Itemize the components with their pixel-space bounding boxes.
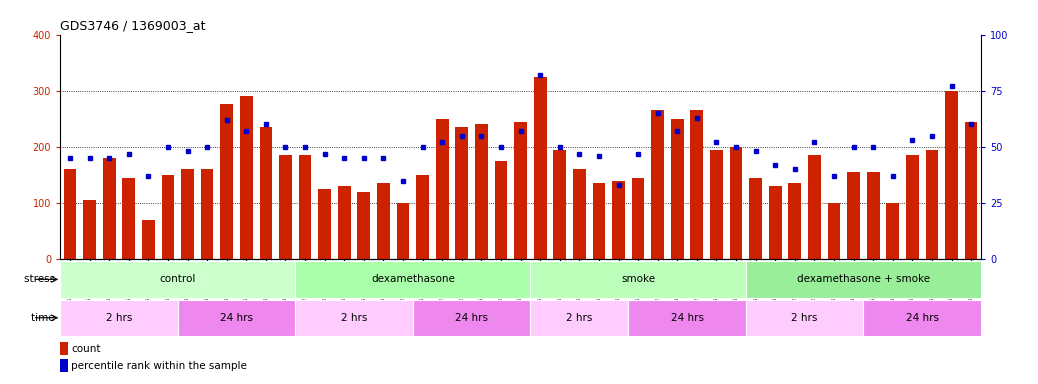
Bar xyxy=(60,342,67,355)
Bar xyxy=(436,119,448,259)
Bar xyxy=(475,124,488,259)
Bar xyxy=(530,261,746,298)
Bar xyxy=(671,119,684,259)
Bar xyxy=(397,203,409,259)
Bar xyxy=(295,261,530,298)
Bar xyxy=(730,147,742,259)
Bar xyxy=(746,261,981,298)
Bar xyxy=(83,200,95,259)
Bar xyxy=(612,180,625,259)
Bar xyxy=(789,184,801,259)
Text: 24 hrs: 24 hrs xyxy=(455,313,488,323)
Bar xyxy=(162,175,174,259)
Bar xyxy=(494,161,508,259)
Bar xyxy=(60,261,295,298)
Bar xyxy=(651,110,664,259)
Text: GDS3746 / 1369003_at: GDS3746 / 1369003_at xyxy=(60,19,206,32)
Text: 2 hrs: 2 hrs xyxy=(791,313,818,323)
Bar xyxy=(200,169,214,259)
Bar xyxy=(847,172,859,259)
Text: stress: stress xyxy=(24,274,58,285)
Bar xyxy=(357,192,371,259)
Bar xyxy=(827,203,841,259)
Bar xyxy=(182,169,194,259)
Text: 2 hrs: 2 hrs xyxy=(340,313,367,323)
Bar xyxy=(746,300,864,336)
Text: control: control xyxy=(160,274,196,285)
Bar xyxy=(514,122,527,259)
Bar xyxy=(906,155,919,259)
Bar xyxy=(632,178,645,259)
Bar xyxy=(142,220,155,259)
Bar xyxy=(530,300,628,336)
Text: 24 hrs: 24 hrs xyxy=(220,313,253,323)
Bar xyxy=(456,127,468,259)
Bar xyxy=(299,155,311,259)
Bar xyxy=(319,189,331,259)
Text: dexamethasone: dexamethasone xyxy=(371,274,455,285)
Bar xyxy=(886,203,899,259)
Text: time: time xyxy=(31,313,58,323)
Bar xyxy=(416,175,429,259)
Text: 2 hrs: 2 hrs xyxy=(566,313,593,323)
Bar xyxy=(628,300,746,336)
Bar xyxy=(103,158,115,259)
Bar xyxy=(63,169,77,259)
Bar xyxy=(377,184,390,259)
Text: count: count xyxy=(72,344,101,354)
Bar xyxy=(279,155,292,259)
Bar xyxy=(60,359,67,372)
Bar xyxy=(964,122,978,259)
Text: 2 hrs: 2 hrs xyxy=(106,313,132,323)
Bar xyxy=(864,300,981,336)
Bar xyxy=(260,127,272,259)
Bar xyxy=(690,110,703,259)
Bar xyxy=(710,150,722,259)
Bar xyxy=(749,178,762,259)
Text: smoke: smoke xyxy=(621,274,655,285)
Bar xyxy=(220,104,234,259)
Text: 24 hrs: 24 hrs xyxy=(905,313,938,323)
Text: dexamethasone + smoke: dexamethasone + smoke xyxy=(797,274,930,285)
Bar xyxy=(413,300,530,336)
Bar xyxy=(534,77,547,259)
Bar xyxy=(808,155,821,259)
Bar xyxy=(177,300,295,336)
Bar xyxy=(338,186,351,259)
Bar xyxy=(60,300,177,336)
Text: 24 hrs: 24 hrs xyxy=(671,313,704,323)
Bar xyxy=(926,150,938,259)
Bar xyxy=(122,178,135,259)
Bar xyxy=(867,172,879,259)
Bar xyxy=(573,169,585,259)
Bar xyxy=(553,150,566,259)
Bar xyxy=(769,186,782,259)
Bar xyxy=(946,91,958,259)
Text: percentile rank within the sample: percentile rank within the sample xyxy=(72,361,247,371)
Bar xyxy=(295,300,413,336)
Bar xyxy=(593,184,605,259)
Bar xyxy=(240,96,252,259)
